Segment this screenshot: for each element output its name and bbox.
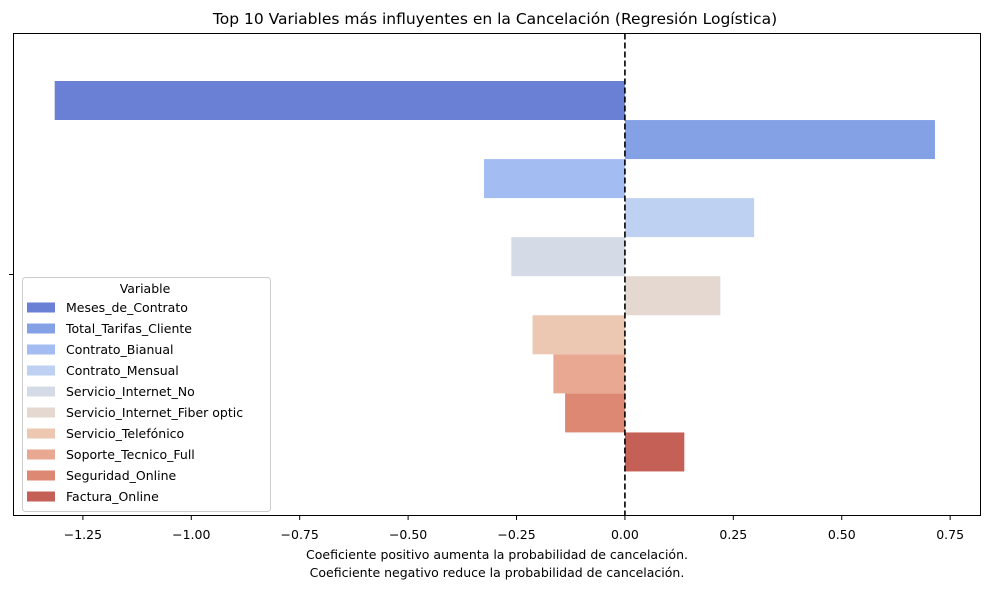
bar-7 xyxy=(532,315,625,355)
legend-swatch xyxy=(27,470,55,481)
legend: Variable Meses_de_Contrato Total_Tarifas_C… xyxy=(22,277,271,512)
bar-3 xyxy=(483,159,625,199)
bar-1 xyxy=(54,81,625,120)
x-tick-label: −0.25 xyxy=(497,527,535,542)
legend-swatch xyxy=(27,323,55,334)
bar-4 xyxy=(624,198,755,238)
x-axis-label-line-2: Coeficiente negativo reduce la probabili… xyxy=(310,565,685,580)
legend-swatch xyxy=(27,491,55,502)
legend-swatch xyxy=(27,344,55,355)
x-tick-label: 0.75 xyxy=(936,527,964,542)
legend-swatch xyxy=(27,386,55,397)
legend-entry-label: Contrato_Bianual xyxy=(66,342,173,357)
bar-6 xyxy=(624,276,721,316)
bar-10 xyxy=(624,432,685,472)
legend-entry-label: Factura_Online xyxy=(66,489,159,504)
x-tick-label: 0.25 xyxy=(719,527,747,542)
legend-swatch xyxy=(27,407,55,418)
legend-title: Variable xyxy=(120,281,171,296)
legend-swatch xyxy=(27,302,55,313)
bar-2 xyxy=(624,120,935,160)
bar-5 xyxy=(511,237,625,277)
legend-entry-label: Contrato_Mensual xyxy=(66,363,179,378)
x-tick-label: −0.50 xyxy=(389,527,427,542)
x-tick-label: 0.50 xyxy=(828,527,856,542)
legend-entry-label: Servicio_Internet_No xyxy=(66,384,195,399)
legend-swatch xyxy=(27,449,55,460)
legend-entry-label: Soporte_Tecnico_Full xyxy=(66,447,195,462)
bar-8 xyxy=(553,354,625,394)
bar-9 xyxy=(565,393,625,433)
legend-swatch xyxy=(27,428,55,439)
x-tick-label: −1.25 xyxy=(64,527,102,542)
x-axis-label-line-1: Coeficiente positivo aumenta la probabil… xyxy=(306,547,688,562)
legend-swatch xyxy=(27,365,55,376)
chart-title: Top 10 Variables más influyentes en la C… xyxy=(212,10,777,28)
legend-box xyxy=(22,277,271,512)
legend-entry-label: Servicio_Telefónico xyxy=(66,426,184,441)
legend-entry-label: Seguridad_Online xyxy=(66,468,177,483)
legend-entry-label: Meses_de_Contrato xyxy=(66,300,188,315)
legend-entry-label: Servicio_Internet_Fiber optic xyxy=(66,405,243,420)
bars-group xyxy=(54,81,935,472)
x-tick-label: 0.00 xyxy=(611,527,639,542)
legend-entry-label: Total_Tarifas_Cliente xyxy=(65,321,192,336)
x-tick-label: −1.00 xyxy=(172,527,210,542)
x-tick-label: −0.75 xyxy=(281,527,319,542)
x-axis: −1.25 −1.00 −0.75 −0.50 −0.25 0.00 0.25 0.50 0.7… xyxy=(64,515,964,542)
